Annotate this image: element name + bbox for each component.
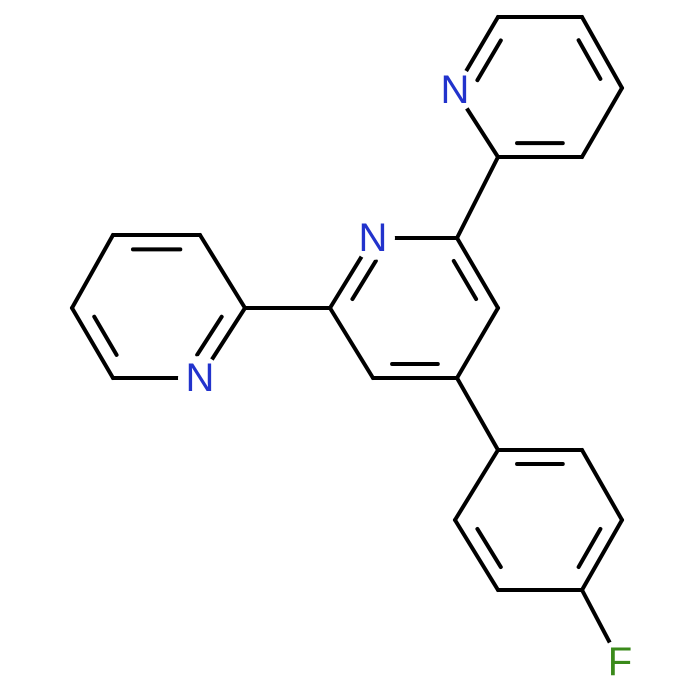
bond [455,376,500,452]
bond [580,518,624,592]
bond [475,38,503,83]
label-backdrop [433,68,477,112]
label-backdrop [351,216,395,260]
bond [576,38,603,81]
bonds [70,15,624,664]
bond [455,236,500,310]
atom-label: N [441,68,470,112]
atom-labels: N N N F [178,68,642,684]
atom-label: F [608,640,632,684]
bond [455,306,500,380]
bond [453,448,500,522]
bond [195,314,224,357]
bond [580,86,624,159]
bond [350,258,378,302]
bond [451,258,479,302]
atom-label: N [359,216,388,260]
label-backdrop [178,356,222,400]
bond [453,518,500,592]
bond [455,155,500,240]
bond [92,314,119,357]
bond [328,306,375,380]
bond [475,526,503,570]
atom-label: N [186,356,215,400]
bond [198,233,247,310]
bond [580,448,624,522]
bond [576,526,603,570]
label-backdrop [598,640,642,684]
bond [70,233,115,310]
bond [580,15,624,90]
bond [70,306,115,380]
